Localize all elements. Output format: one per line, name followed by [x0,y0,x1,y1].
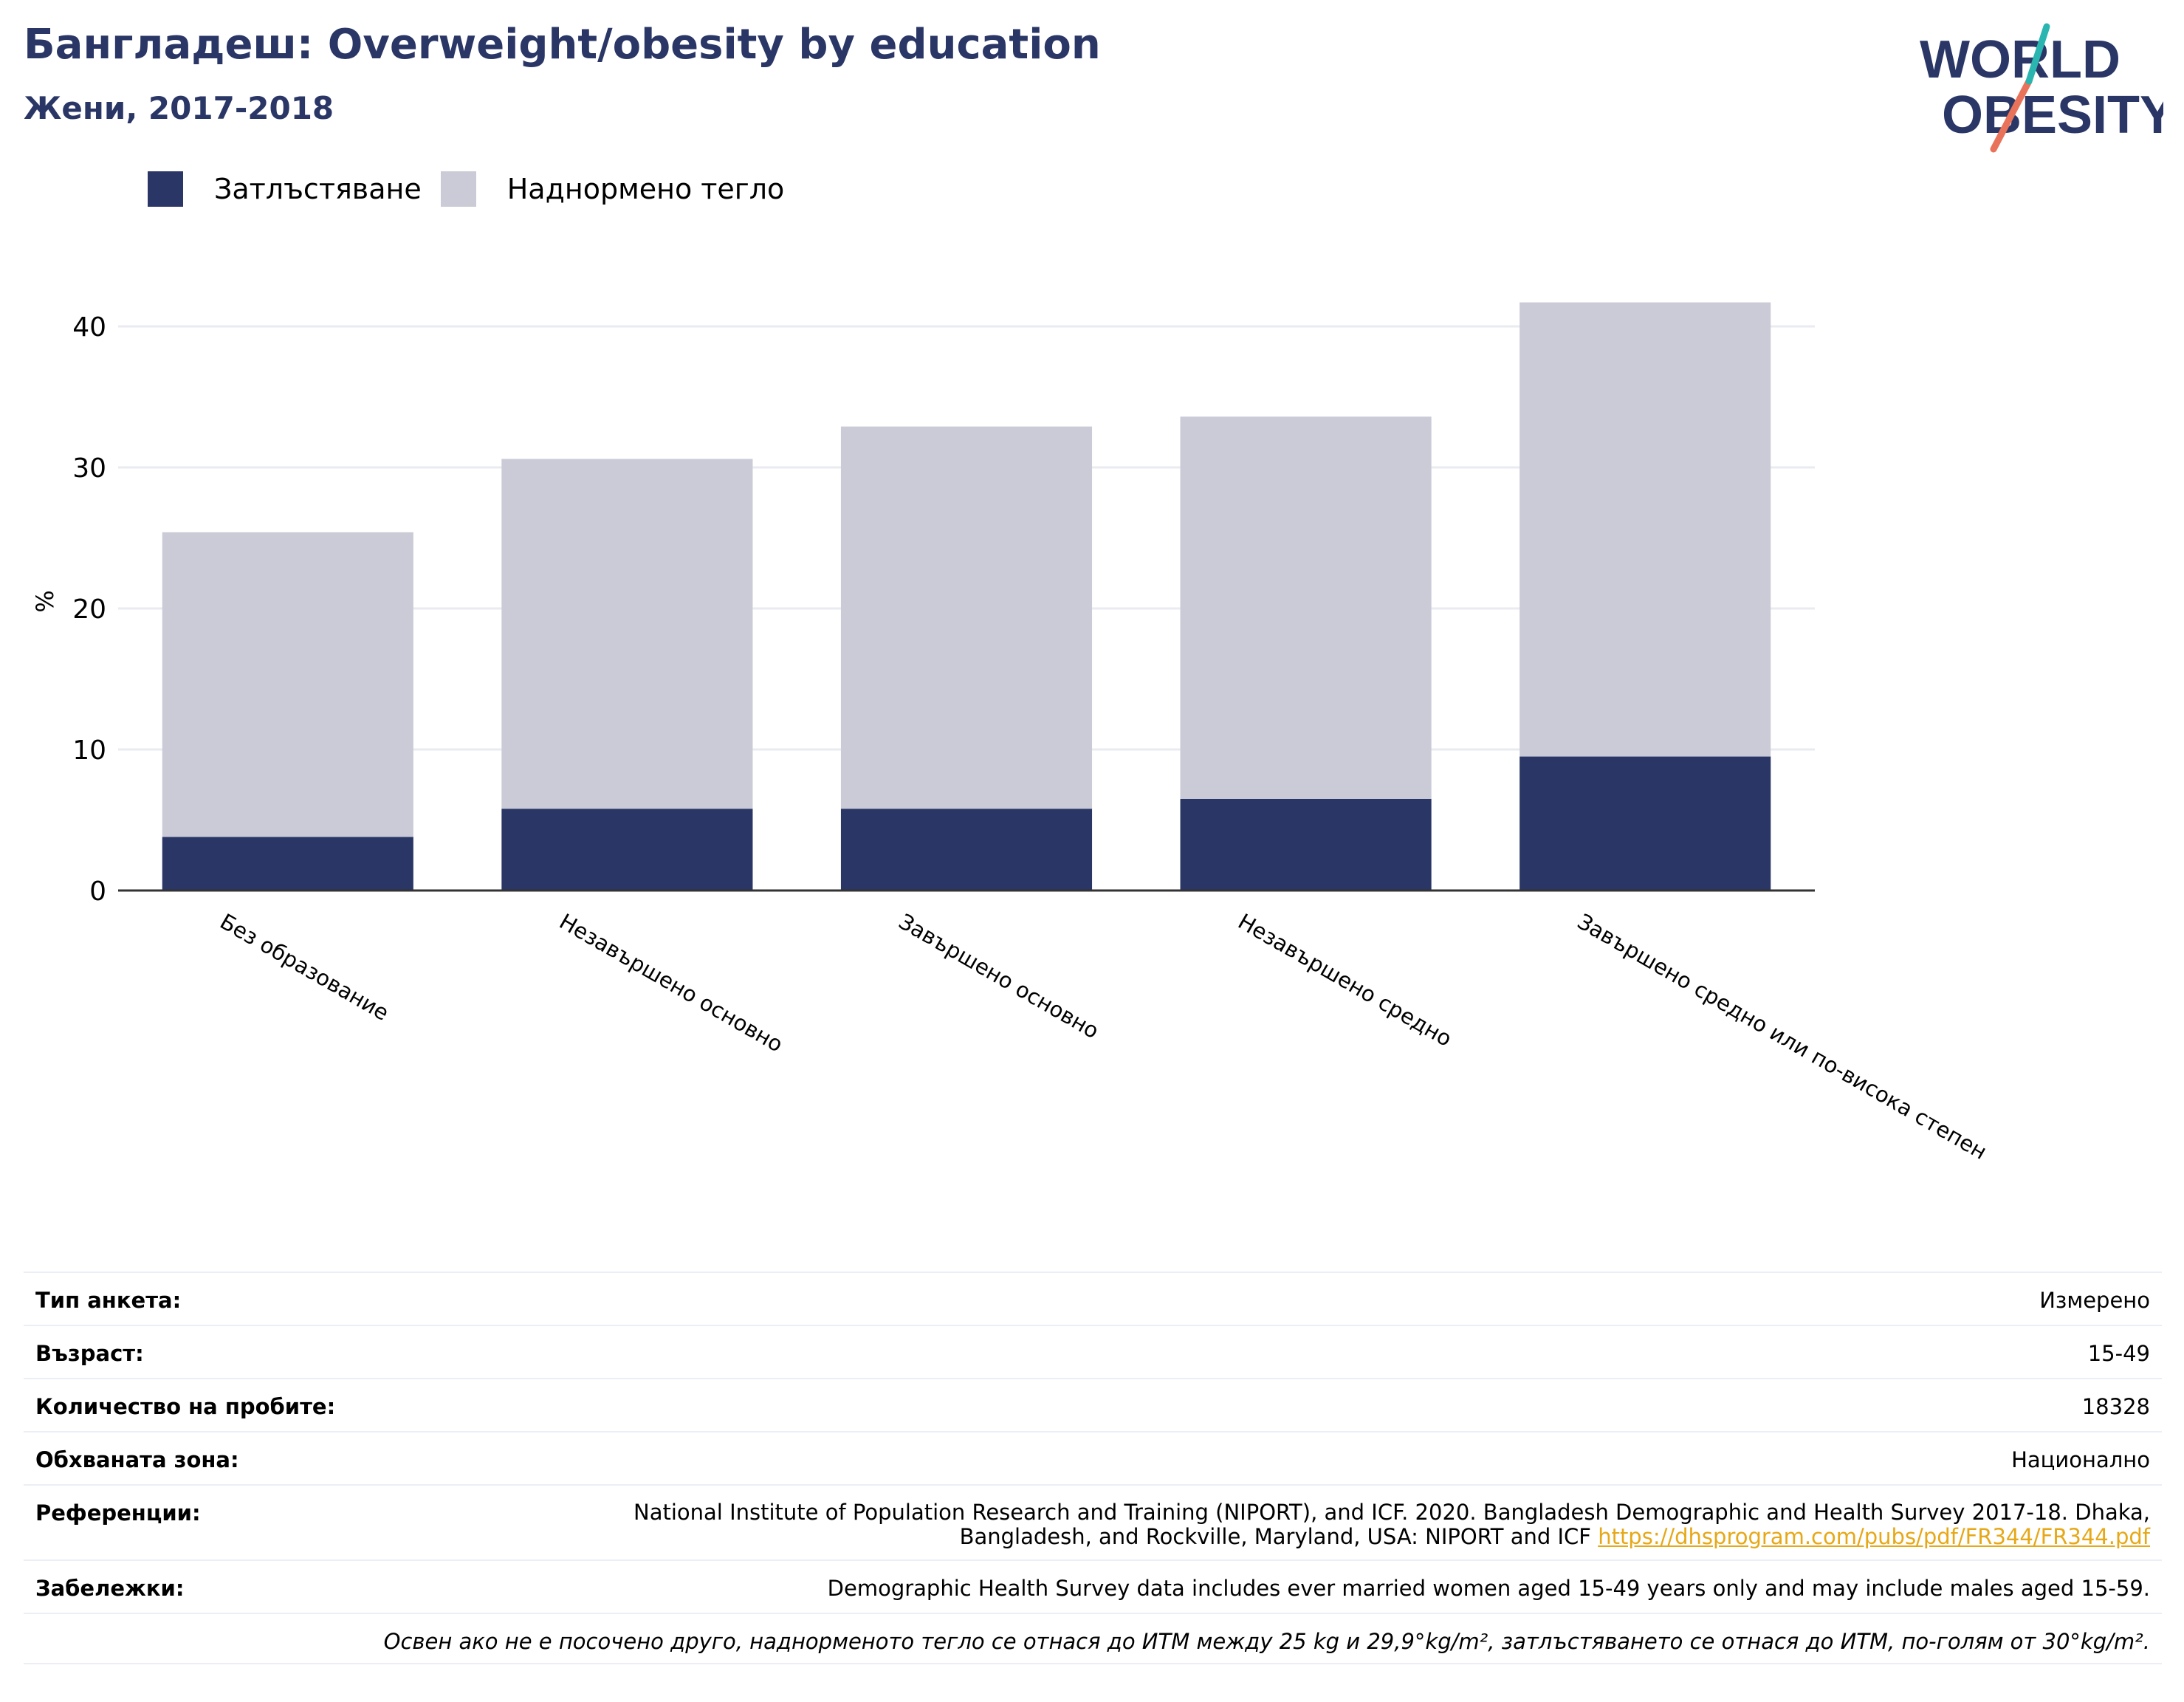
meta-row-sample-size: Количество на пробите: 18328 [24,1378,2162,1431]
x-tick-label-4: Завършено средно или по-висока степен [1573,909,1991,1164]
y-tick-label-20: 20 [72,594,106,625]
x-tick-label-0: Без образование [216,909,393,1026]
meta-notes-label: Забележки: [35,1576,185,1601]
logo-line2: OBESITY [1942,86,2163,145]
meta-row-age: Възраст: 15-49 [24,1325,2162,1378]
x-tick-label-3: Незавършено средно [1234,909,1456,1051]
meta-row-notes: Забележки: Demographic Health Survey dat… [24,1559,2162,1613]
meta-footnote: Освен ако не е посочено друго, наднормен… [383,1629,2150,1654]
logo-slash-teal [2025,23,2050,85]
legend-label-overweight: Наднормено тегло [506,173,785,205]
bar-obesity-0 [162,837,413,891]
x-tick-label-2: Завършено основно [895,909,1104,1044]
meta-age-value: 15-49 [2087,1341,2150,1366]
meta-notes-value: Demographic Health Survey data includes … [827,1576,2150,1601]
y-tick-label-0: 0 [89,876,106,907]
world-obesity-logo: WORLD OBESITY [1920,23,2163,153]
meta-references-link[interactable]: https://dhsprogram.com/pubs/pdf/FR344/FR… [1598,1524,2150,1549]
logo-line1: WORLD [1920,30,2121,89]
y-tick-label-30: 30 [72,453,106,484]
meta-row-footnote: Освен ако не е посочено друго, наднормен… [24,1613,2162,1664]
y-axis-label: % [31,590,59,612]
bar-overweight-1 [501,459,753,809]
meta-age-label: Възраст: [35,1341,144,1366]
meta-survey-type-value: Измерено [2039,1288,2150,1313]
meta-row-references: Референции: National Institute of Popula… [24,1484,2162,1559]
meta-sample-label: Количество на пробите: [35,1394,336,1419]
chart-legend: Затлъстяване Наднормено тегло [148,171,802,207]
bar-overweight-2 [840,426,1093,809]
meta-references-text: National Institute of Population Researc… [633,1500,2150,1549]
x-tick-label-1: Незавършено основно [555,909,787,1057]
bar-obesity-4 [1519,756,1771,891]
stacked-bar-chart: 0 10 20 30 40% Без образование Незавършено осн… [31,302,1991,1164]
meta-references-value: National Institute of Population Researc… [540,1500,2150,1549]
legend-swatch-overweight [440,171,476,207]
meta-survey-type-label: Тип анкета: [35,1288,182,1313]
bar-overweight-3 [1180,416,1432,799]
legend-swatch-obesity [148,171,183,207]
bar-obesity-3 [1180,798,1432,891]
metadata-table: Тип анкета: Измерено Възраст: 15-49 Коли… [24,1272,2162,1664]
legend-label-obesity: Затлъстяване [214,173,422,205]
bar-obesity-1 [501,809,753,891]
y-tick-label-40: 40 [72,312,106,343]
bar-overweight-0 [162,532,413,837]
logo-slash-coral [1990,78,2033,153]
meta-references-label: Референции: [35,1500,201,1526]
meta-row-area: Обхваната зона: Национално [24,1431,2162,1484]
meta-area-value: Национално [2011,1447,2150,1472]
meta-sample-value: 18328 [2081,1394,2150,1419]
chart-subtitle: Жени, 2017-2018 [24,90,334,126]
meta-row-survey-type: Тип анкета: Измерено [24,1272,2162,1325]
chart-title: Бангладеш: Overweight/obesity by educati… [24,21,1101,69]
bar-overweight-4 [1519,302,1771,757]
meta-area-label: Обхваната зона: [35,1447,239,1472]
bar-obesity-2 [840,809,1093,891]
y-tick-label-10: 10 [72,735,106,766]
